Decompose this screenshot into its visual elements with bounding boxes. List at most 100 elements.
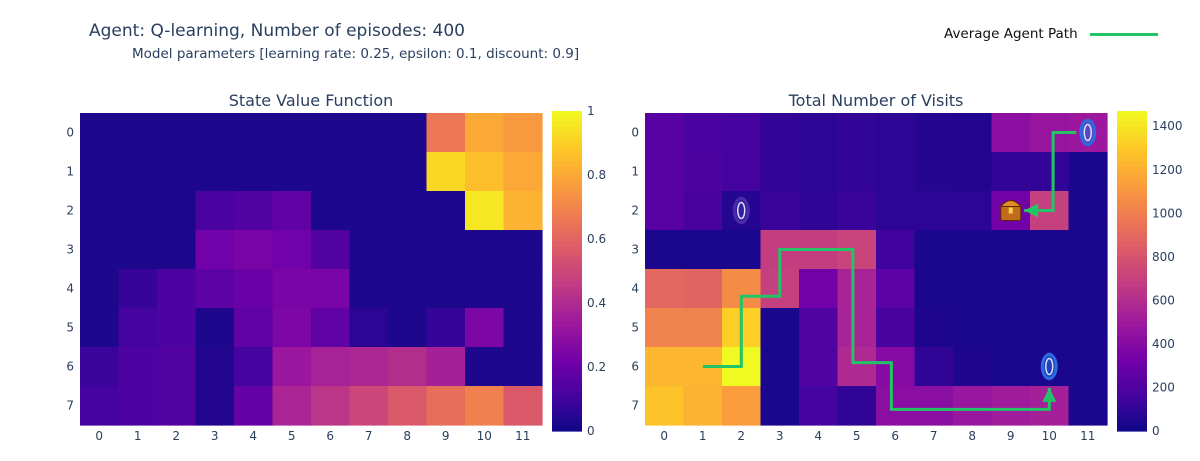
colorbar-tick-label: 0	[587, 424, 595, 438]
heatmap-cell	[349, 152, 389, 192]
x-tick-label: 0	[660, 429, 668, 443]
heatmap-cell	[683, 308, 723, 348]
heatmap-cell	[876, 230, 916, 270]
colorbar-band	[552, 231, 582, 237]
colorbar-band	[1117, 376, 1147, 382]
heatmap-cell	[683, 191, 723, 231]
colorbar-band	[1117, 251, 1147, 257]
heatmap-cell	[234, 308, 274, 348]
colorbar-band	[1117, 221, 1147, 227]
x-tick-label: 1	[699, 429, 707, 443]
colorbar-band	[1117, 381, 1147, 387]
y-tick-label: 6	[66, 360, 74, 374]
colorbar-band	[1117, 281, 1147, 287]
legend-line-swatch	[1089, 32, 1158, 36]
colorbar-tick-label: 800	[1152, 250, 1175, 264]
heatmap-cell	[1068, 347, 1108, 387]
heatmap-cell	[426, 308, 466, 348]
colorbar-band	[552, 271, 582, 277]
heatmap-cell	[683, 113, 723, 153]
x-tick-label: 4	[249, 429, 257, 443]
heatmap-cell	[914, 386, 954, 426]
y-tick-label: 0	[631, 126, 639, 140]
heatmap-cell	[465, 386, 505, 426]
heatmap-cell	[349, 386, 389, 426]
heatmap-cell	[837, 113, 877, 153]
x-tick-label: 3	[776, 429, 784, 443]
heatmap-cell	[645, 308, 685, 348]
heatmap-cell	[465, 191, 505, 231]
heatmap-cell	[80, 113, 120, 153]
colorbar-band	[1117, 351, 1147, 357]
heatmap-cell	[465, 269, 505, 309]
colorbar-band	[552, 206, 582, 212]
panel-title: Total Number of Visits	[788, 91, 964, 110]
colorbar-band	[1117, 331, 1147, 337]
heatmap-cell	[311, 269, 351, 309]
heatmap-cell	[876, 347, 916, 387]
colorbar-band	[552, 261, 582, 267]
colorbar-band	[1117, 296, 1147, 302]
heatmap-cell	[195, 347, 235, 387]
colorbar: 0 200 400 600 800 1000 1200 1400	[1117, 111, 1183, 438]
heatmap-cell	[953, 230, 993, 270]
colorbar-band	[552, 191, 582, 197]
colorbar-band	[1117, 176, 1147, 182]
heatmap-cell	[272, 191, 312, 231]
heatmap-cell	[799, 191, 839, 231]
colorbar-band	[552, 276, 582, 282]
colorbar-band	[1117, 361, 1147, 367]
heatmap-cell	[953, 308, 993, 348]
colorbar-band	[1117, 181, 1147, 187]
heatmap-cell	[837, 152, 877, 192]
colorbar-band	[1117, 286, 1147, 292]
colorbar-band	[1117, 236, 1147, 242]
heatmap-cell	[195, 191, 235, 231]
heatmap-cell	[272, 347, 312, 387]
colorbar-band	[552, 386, 582, 392]
colorbar-band	[1117, 421, 1147, 427]
heatmap-cell	[349, 308, 389, 348]
colorbar-band	[1117, 121, 1147, 127]
figure-subtitle: Model parameters [learning rate: 0.25, e…	[132, 46, 580, 62]
colorbar-band	[1117, 211, 1147, 217]
colorbar-band	[1117, 141, 1147, 147]
legend[interactable]: Average Agent Path	[944, 24, 1158, 44]
heatmap-cell	[195, 308, 235, 348]
portal-icon	[1079, 118, 1097, 147]
heatmap-cell	[157, 386, 197, 426]
heatmap-cell	[118, 347, 158, 387]
colorbar-band	[552, 166, 582, 172]
colorbar-band	[552, 196, 582, 202]
colorbar-band	[1117, 386, 1147, 392]
heatmap-cell	[503, 386, 543, 426]
heatmap-cell	[426, 152, 466, 192]
heatmap-cell	[157, 308, 197, 348]
heatmap-cell	[195, 230, 235, 270]
heatmap-cell	[503, 347, 543, 387]
colorbar-tick-label: 1400	[1152, 119, 1183, 133]
colorbar-band	[552, 341, 582, 347]
colorbar-band	[552, 111, 582, 117]
colorbar-band	[1117, 256, 1147, 262]
heatmap-cell	[722, 230, 762, 270]
heatmap-cell	[1068, 230, 1108, 270]
colorbar-band	[552, 426, 582, 432]
x-tick-label: 5	[288, 429, 296, 443]
heatmap-cell	[388, 308, 428, 348]
y-tick-label: 5	[631, 321, 639, 335]
heatmap-cell	[388, 230, 428, 270]
heatmap-cell	[311, 347, 351, 387]
heatmap-cell	[914, 113, 954, 153]
heatmap-cell	[1068, 308, 1108, 348]
heatmap-cell	[426, 191, 466, 231]
heatmap-cell	[157, 191, 197, 231]
colorbar-band	[552, 371, 582, 377]
heatmap-cell	[118, 113, 158, 153]
x-tick-label: 7	[930, 429, 938, 443]
colorbar-band	[552, 251, 582, 257]
heatmap-cell	[991, 269, 1031, 309]
colorbar-band	[1117, 426, 1147, 432]
x-tick-label: 7	[365, 429, 373, 443]
colorbar-band	[552, 321, 582, 327]
